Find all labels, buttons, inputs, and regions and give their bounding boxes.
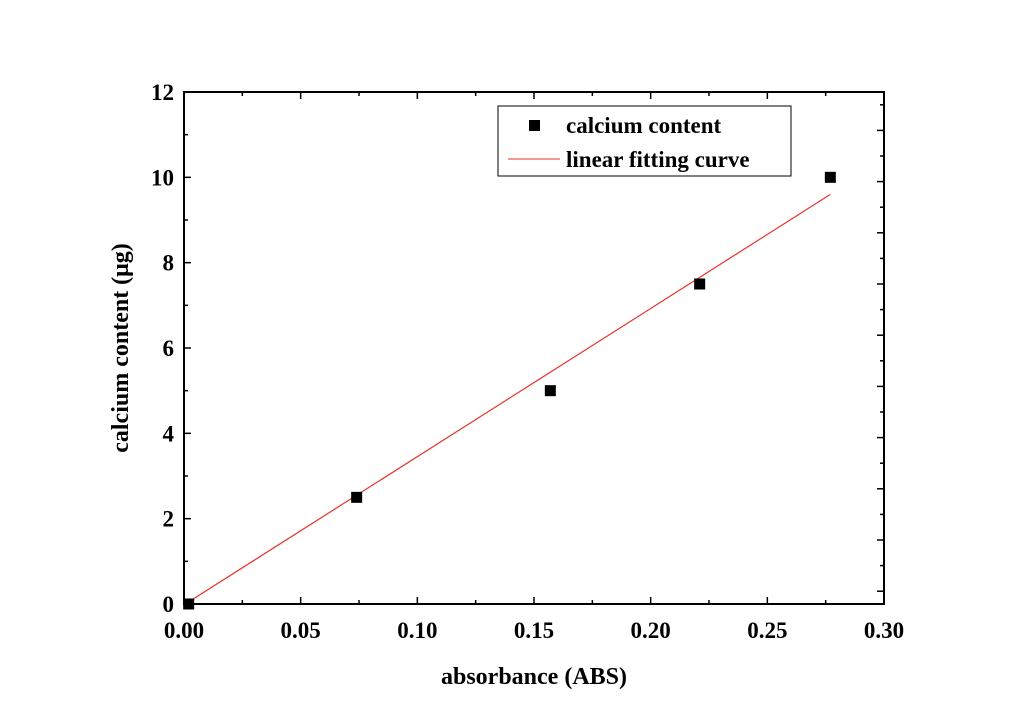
data-point-calcium-content <box>183 598 195 610</box>
legend-box <box>497 105 792 177</box>
data-point-calcium-content <box>694 278 706 290</box>
y-tick-label: 10 <box>151 165 174 190</box>
x-tick-label: 0.30 <box>864 618 904 643</box>
y-tick-label: 12 <box>151 80 174 105</box>
x-tick-label: 0.20 <box>631 618 671 643</box>
legend-label-calcium-content: calcium content <box>566 113 722 138</box>
legend: calcium content linear fitting curve <box>497 105 792 177</box>
x-tick-label: 0.10 <box>397 618 437 643</box>
x-tick-label: 0.05 <box>281 618 321 643</box>
y-tick-label: 4 <box>163 421 175 446</box>
y-tick-label: 2 <box>163 507 175 532</box>
x-axis-title: absorbance (ABS) <box>441 664 627 690</box>
x-tick-label: 0.00 <box>164 618 204 643</box>
series-line-linear-fitting-curve <box>188 193 831 603</box>
data-point-calcium-content <box>824 171 836 183</box>
data-point-calcium-content <box>544 385 556 397</box>
legend-marker-calcium-content <box>529 120 540 131</box>
axis-ticks: 0.00 0.05 0.10 0.15 0.20 0.25 0.30 0 2 4 6 8 10 12 <box>151 80 904 643</box>
data-point-calcium-content <box>351 491 363 503</box>
y-tick-label: 6 <box>163 336 175 361</box>
y-axis-title: calcium content (μg) <box>108 243 134 453</box>
x-tick-label: 0.25 <box>747 618 787 643</box>
series-layer <box>183 171 836 610</box>
y-tick-label: 0 <box>163 592 175 617</box>
legend-label-linear-fitting-curve: linear fitting curve <box>566 147 750 172</box>
y-tick-label: 8 <box>163 251 175 276</box>
x-tick-label: 0.15 <box>514 618 554 643</box>
